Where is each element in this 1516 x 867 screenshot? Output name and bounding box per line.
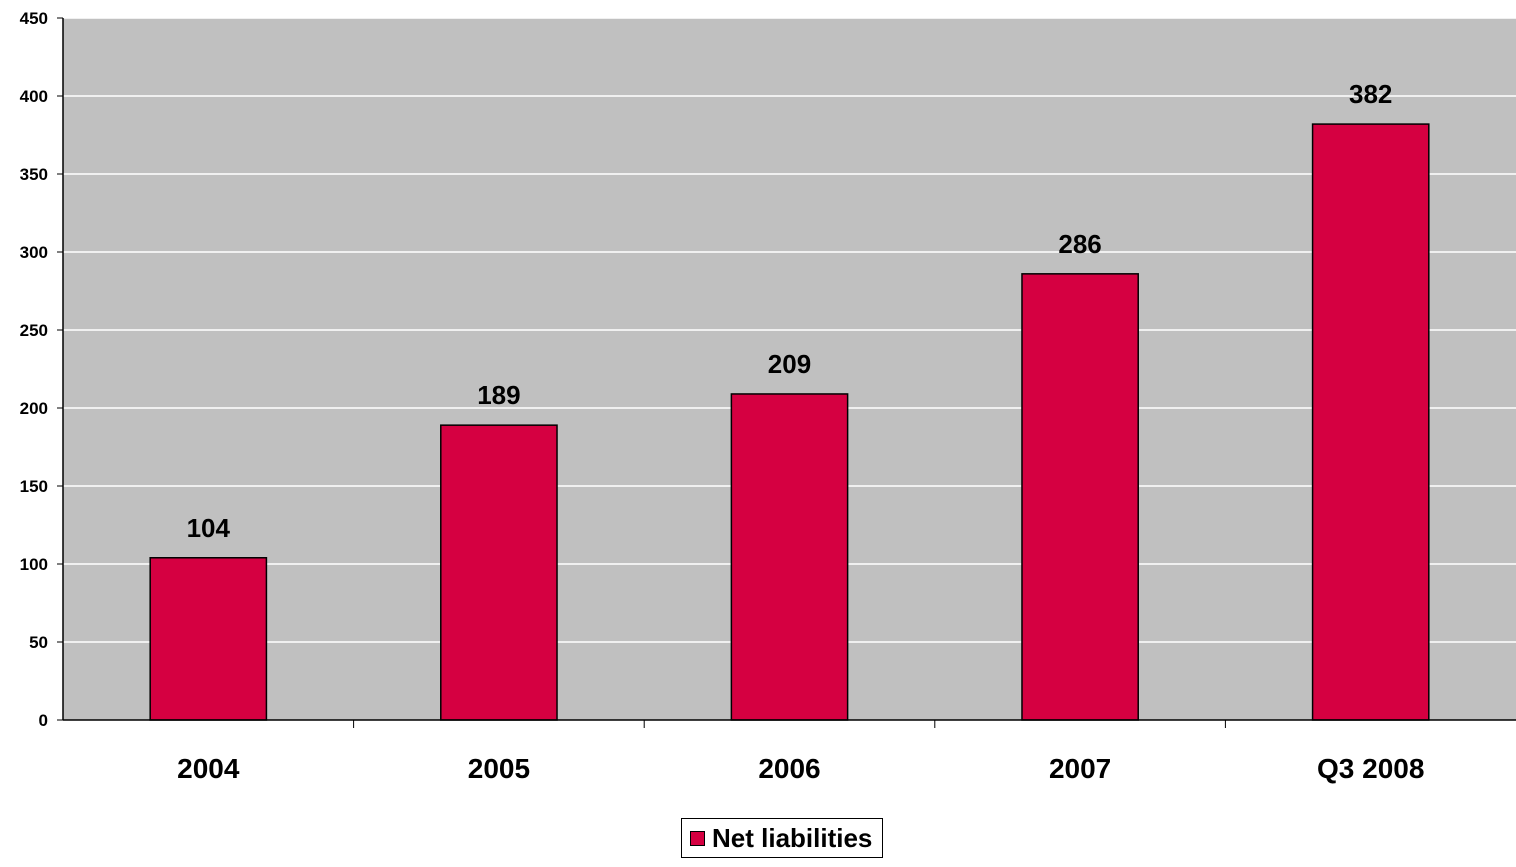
- data-label: 189: [477, 380, 520, 410]
- y-axis-tick-label: 150: [20, 477, 48, 496]
- y-axis-tick-label: 50: [29, 633, 48, 652]
- data-label: 286: [1058, 229, 1101, 259]
- x-axis-tick-labels: 2004 2005 2006 2007 Q3 2008: [177, 753, 1424, 784]
- y-axis-tick-label: 450: [20, 9, 48, 28]
- x-axis-tick-label: 2005: [468, 753, 530, 784]
- y-axis-tick-label: 250: [20, 321, 48, 340]
- y-axis-tick-label: 100: [20, 555, 48, 574]
- x-axis-tick-label: Q3 2008: [1317, 753, 1424, 784]
- y-axis-tick-label: 400: [20, 87, 48, 106]
- x-axis-tick-label: 2006: [758, 753, 820, 784]
- x-axis-tick-label: 2007: [1049, 753, 1111, 784]
- y-axis-tick-label: 350: [20, 165, 48, 184]
- bar: [730, 393, 849, 721]
- data-label: 104: [187, 513, 231, 543]
- axes: [57, 17, 1516, 728]
- y-axis-tick-label: 300: [20, 243, 48, 262]
- legend: Net liabilities: [681, 818, 884, 858]
- bar: [1021, 273, 1139, 721]
- bar: [440, 424, 558, 721]
- x-axis-tick-label: 2004: [177, 753, 240, 784]
- data-label: 209: [768, 349, 811, 379]
- legend-label-net-liabilities: Net liabilities: [712, 823, 873, 853]
- y-axis-tick-label: 0: [39, 711, 48, 730]
- y-axis-tick-label: 200: [20, 399, 48, 418]
- bar: [149, 557, 268, 721]
- y-axis-tick-labels: 0 50 100 150 200 250 300 350 400 450: [20, 9, 48, 730]
- legend-swatch: [690, 830, 705, 846]
- bar: [1311, 123, 1430, 721]
- data-labels: 104 189 209 286 382: [187, 79, 1393, 543]
- data-label: 382: [1349, 79, 1392, 109]
- bars: [149, 123, 1430, 721]
